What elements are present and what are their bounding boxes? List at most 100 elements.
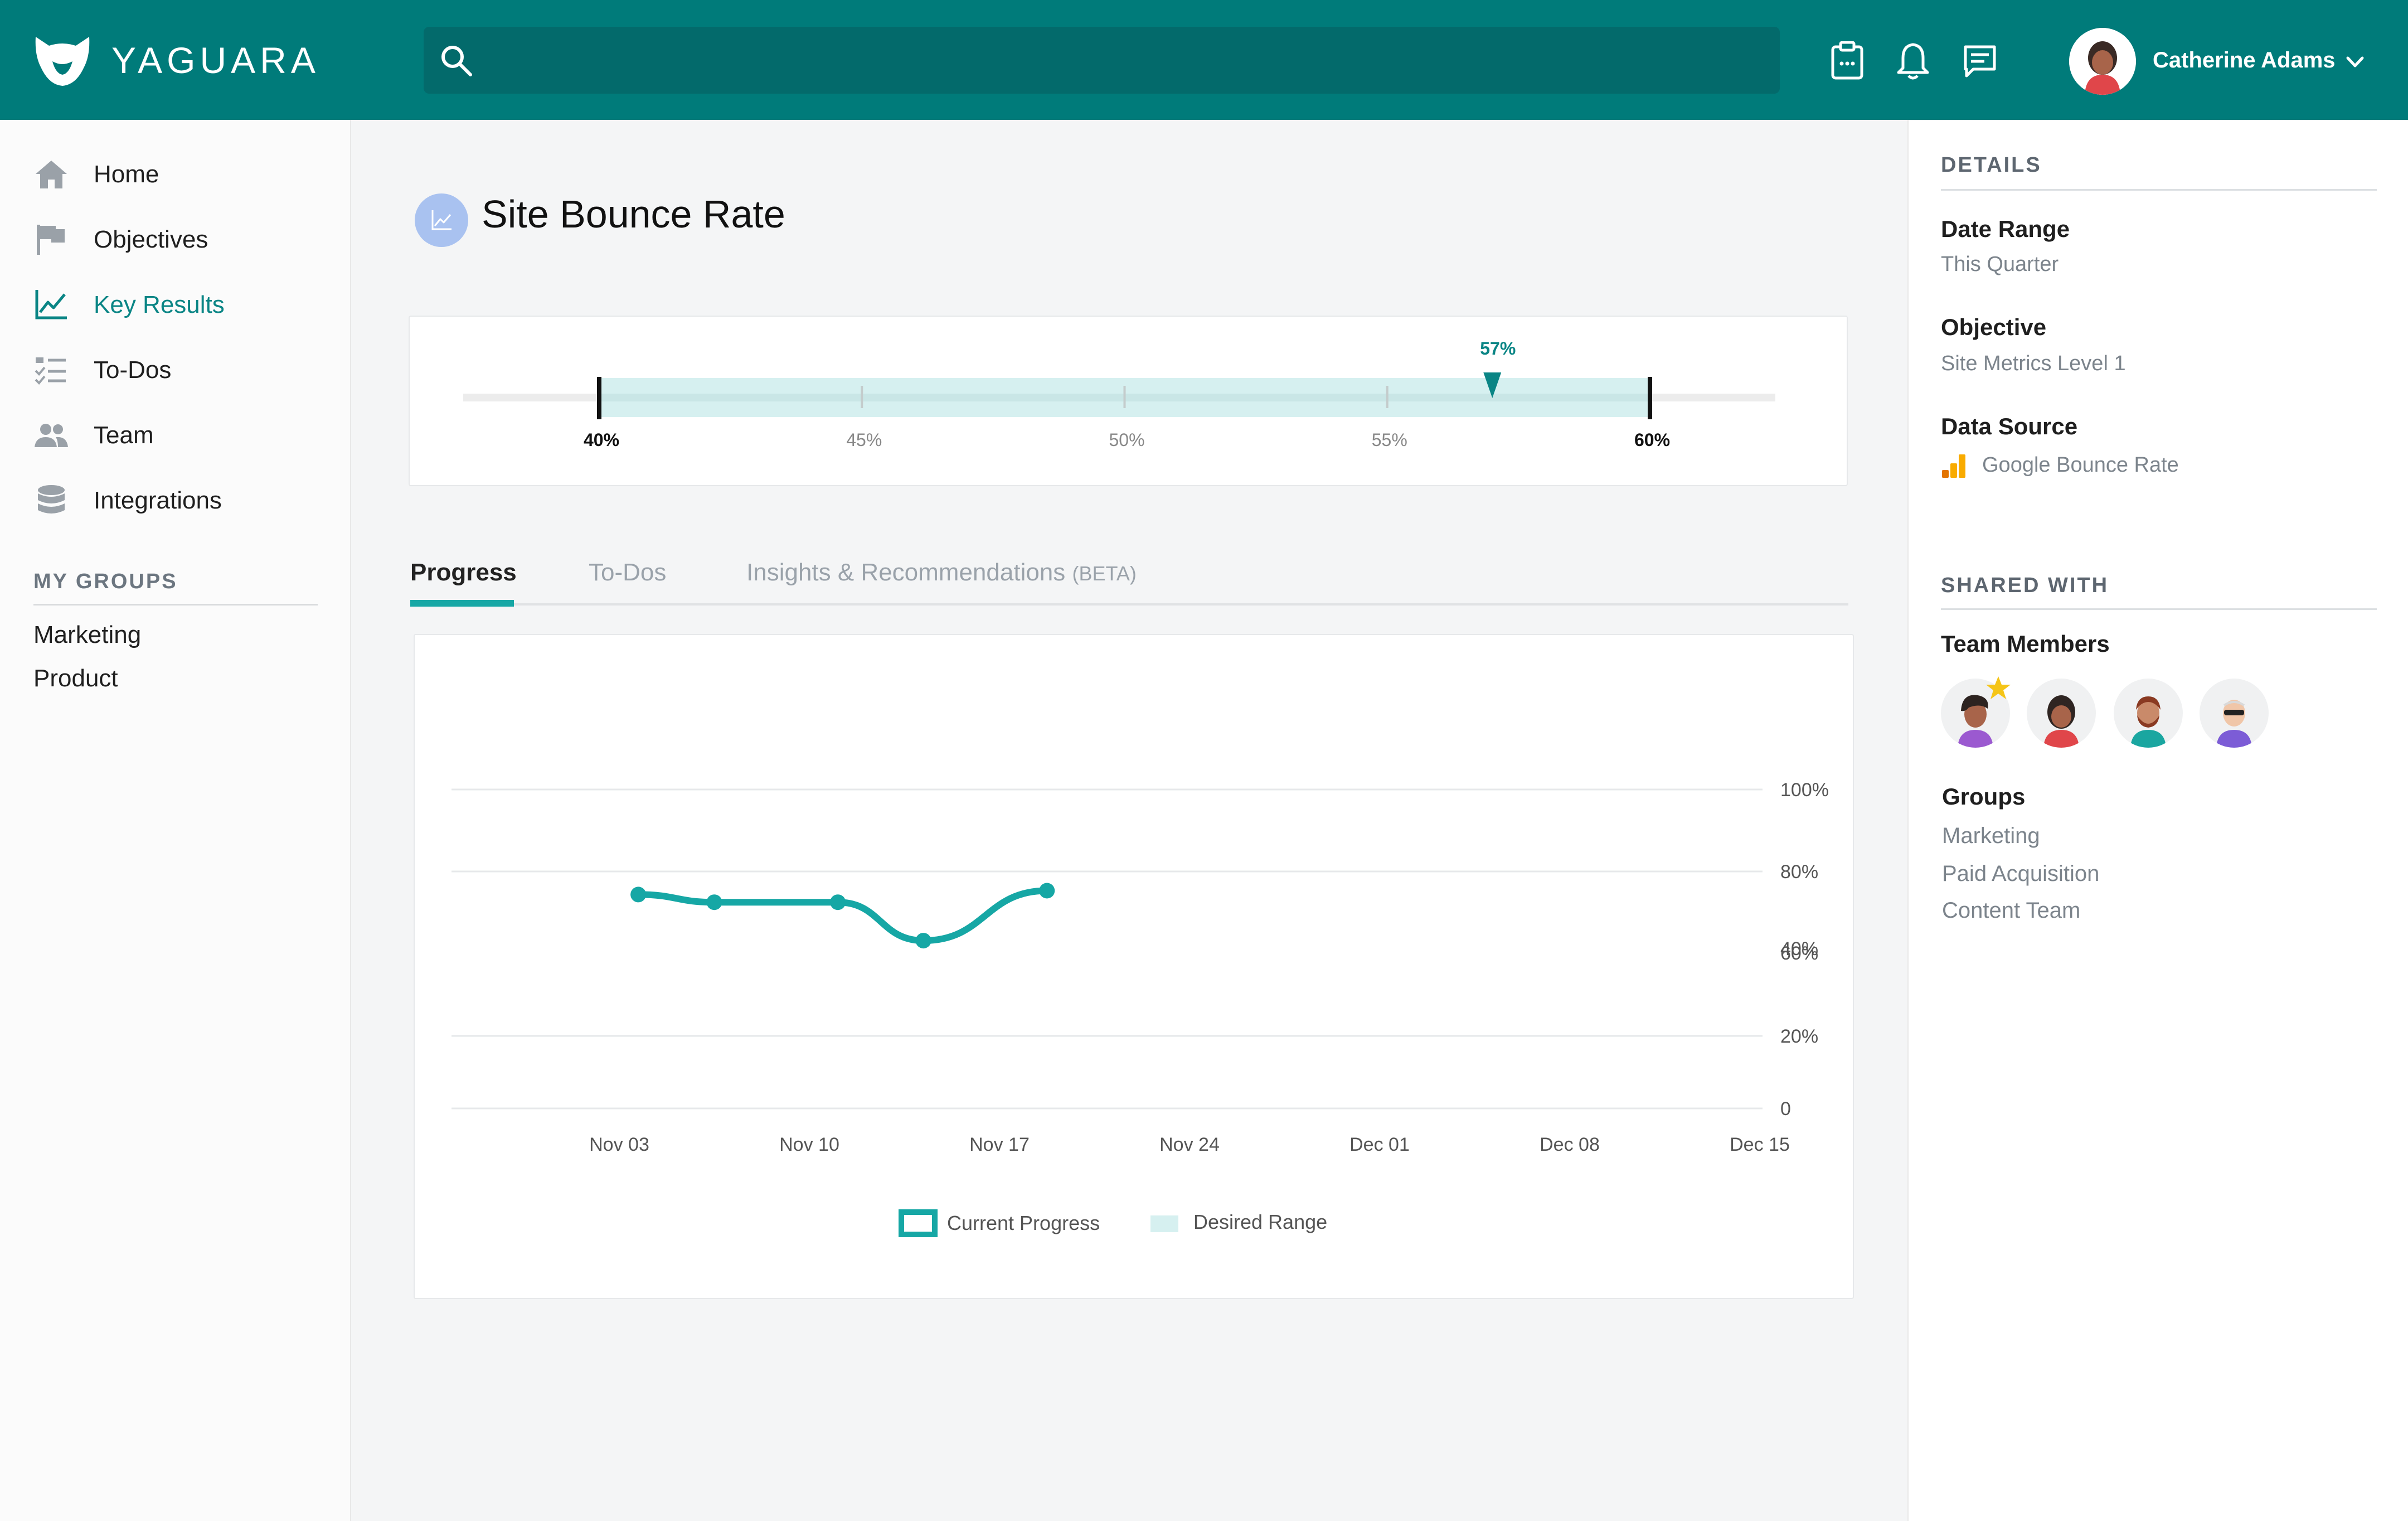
chevron-down-icon[interactable] (2346, 55, 2365, 69)
chart-y-tick-label: 40% (1780, 938, 1818, 960)
progress-chart-card: 100% 80% 60% 40% 20% 0 Nov 03 Nov 10 Nov 17 Nov 2… (414, 634, 1854, 1299)
data-source-label: Data Source (1941, 413, 2078, 439)
shared-divider (1941, 608, 2377, 610)
sidebar-item-objectives[interactable]: Objectives (33, 217, 334, 261)
gauge-current-label: 57% (1480, 338, 1516, 359)
sidebar-item-label: Objectives (94, 226, 208, 253)
star-icon (1986, 676, 2011, 699)
chart-x-tick-label: Dec 01 (1349, 1134, 1410, 1155)
page-title: Site Bounce Rate (482, 192, 785, 236)
jaguar-logo-icon[interactable] (32, 33, 93, 87)
chart-y-tick-label: 20% (1780, 1026, 1818, 1047)
sidebar-group-product[interactable]: Product (33, 665, 118, 692)
database-icon (38, 485, 65, 514)
gauge-tick-label: 60% (1634, 430, 1670, 450)
chart-y-tick-label: 60% (1780, 943, 1818, 964)
my-groups-heading: MY GROUPS (33, 570, 178, 593)
search-input[interactable] (491, 38, 1767, 83)
gauge-range-bound (597, 377, 601, 419)
chart-data-point (1039, 883, 1055, 899)
shared-group-marketing[interactable]: Marketing (1942, 824, 2040, 848)
tab-insights-label: Insights & Recommendations (746, 559, 1066, 586)
target-gauge-card: 40% 45% 50% 55% 60% 57% (409, 316, 1848, 486)
details-heading: DETAILS (1941, 153, 2042, 177)
chart-y-tick-label: 0 (1780, 1098, 1791, 1120)
home-icon (36, 161, 67, 188)
shared-with-heading: SHARED WITH (1941, 574, 2109, 597)
chart-y-tick-label: 100% (1780, 779, 1829, 801)
date-range-label: Date Range (1941, 216, 2070, 242)
sidebar-item-key-results[interactable]: Key Results (33, 282, 334, 327)
chart-line-icon (35, 290, 67, 319)
user-name[interactable]: Catherine Adams (2153, 48, 2336, 72)
gauge-tick-label: 40% (584, 430, 619, 450)
member-avatar-icon (1958, 695, 1993, 748)
chart-x-tick-label: Nov 10 (779, 1134, 839, 1155)
objective-value[interactable]: Site Metrics Level 1 (1941, 352, 2126, 375)
user-avatar-icon (2069, 28, 2136, 95)
team-member-avatar[interactable] (2114, 679, 2183, 748)
groups-label: Groups (1942, 783, 2026, 810)
google-analytics-icon (1942, 454, 1965, 478)
sidebar-item-label: To-Dos (94, 356, 172, 384)
gauge-tick (861, 386, 863, 408)
chart-series-line (635, 887, 1051, 944)
team-members-label: Team Members (1941, 631, 2110, 657)
team-member-avatar[interactable] (2200, 679, 2269, 748)
team-member-avatar[interactable] (2027, 679, 2096, 748)
chart-x-tick-label: Dec 08 (1540, 1134, 1600, 1155)
sidebar-item-todos[interactable]: To-Dos (33, 347, 334, 392)
gauge-tick-label: 55% (1372, 430, 1407, 450)
member-avatar-icon (2043, 695, 2079, 748)
legend-current-label: Current Progress (947, 1212, 1100, 1234)
chart-data-point (630, 887, 647, 903)
data-source-value[interactable]: Google Bounce Rate (1982, 453, 2179, 477)
sidebar-item-home[interactable]: Home (33, 152, 334, 196)
sidebar: Home Objectives Key Results To-Dos (0, 120, 351, 1521)
tab-progress[interactable]: Progress (410, 559, 517, 586)
legend-range-label: Desired Range (1193, 1210, 1327, 1233)
gauge-tick (1123, 386, 1126, 408)
legend-current-swatch (899, 1209, 938, 1237)
details-panel: DETAILS Date Range This Quarter Objectiv… (1907, 120, 2408, 1521)
sidebar-item-label: Key Results (94, 291, 225, 318)
details-divider (1941, 189, 2377, 191)
chart-x-tick-label: Dec 15 (1730, 1134, 1790, 1155)
gauge-tick-label: 50% (1109, 430, 1144, 450)
sidebar-item-team[interactable]: Team (33, 413, 334, 457)
chart-data-point (915, 933, 931, 949)
member-avatar-icon (2130, 696, 2166, 748)
sidebar-group-marketing[interactable]: Marketing (33, 621, 142, 648)
chart-data-point (706, 894, 722, 910)
shared-group-paid-acquisition[interactable]: Paid Acquisition (1942, 861, 2100, 886)
tab-bar: Progress To-Dos Insights & Recommendatio… (410, 552, 1848, 611)
sidebar-item-label: Integrations (94, 487, 222, 514)
active-tab-indicator (410, 600, 514, 607)
people-icon (35, 424, 68, 447)
beta-badge: (BETA) (1072, 562, 1137, 585)
gauge-tick-label: 45% (846, 430, 882, 450)
bell-icon[interactable] (1895, 41, 1931, 80)
date-range-value: This Quarter (1941, 253, 2059, 276)
shared-group-content-team[interactable]: Content Team (1942, 898, 2081, 923)
user-avatar[interactable] (2069, 28, 2136, 95)
tab-todos[interactable]: To-Dos (589, 559, 667, 586)
chart-x-tick-label: Nov 17 (969, 1134, 1030, 1155)
sidebar-item-integrations[interactable]: Integrations (33, 478, 334, 522)
key-result-icon (415, 193, 468, 247)
brand-name[interactable]: YAGUARA (111, 40, 320, 81)
top-bar: YAGUARA Catherine Adams (0, 0, 2408, 120)
gauge-range-bound (1648, 377, 1652, 419)
search-icon (441, 46, 472, 76)
search-bar[interactable] (424, 27, 1780, 94)
chart-data-point (830, 894, 846, 910)
gauge-tick (1386, 386, 1389, 408)
clipboard-icon[interactable] (1829, 41, 1865, 80)
chat-icon[interactable] (1962, 41, 1998, 80)
sidebar-item-label: Team (94, 422, 154, 449)
progress-chart: 100% 80% 60%40% 20% 0 Nov 03 Nov 10 Nov 17 Nov 2… (452, 779, 1829, 1237)
gauge-current-marker (1483, 372, 1502, 398)
tab-insights[interactable]: Insights & Recommendations (BETA) (746, 559, 1137, 587)
target-gauge: 40% 45% 50% 55% 60% 57% (463, 338, 1775, 450)
chart-y-tick-label: 80% (1780, 861, 1818, 883)
